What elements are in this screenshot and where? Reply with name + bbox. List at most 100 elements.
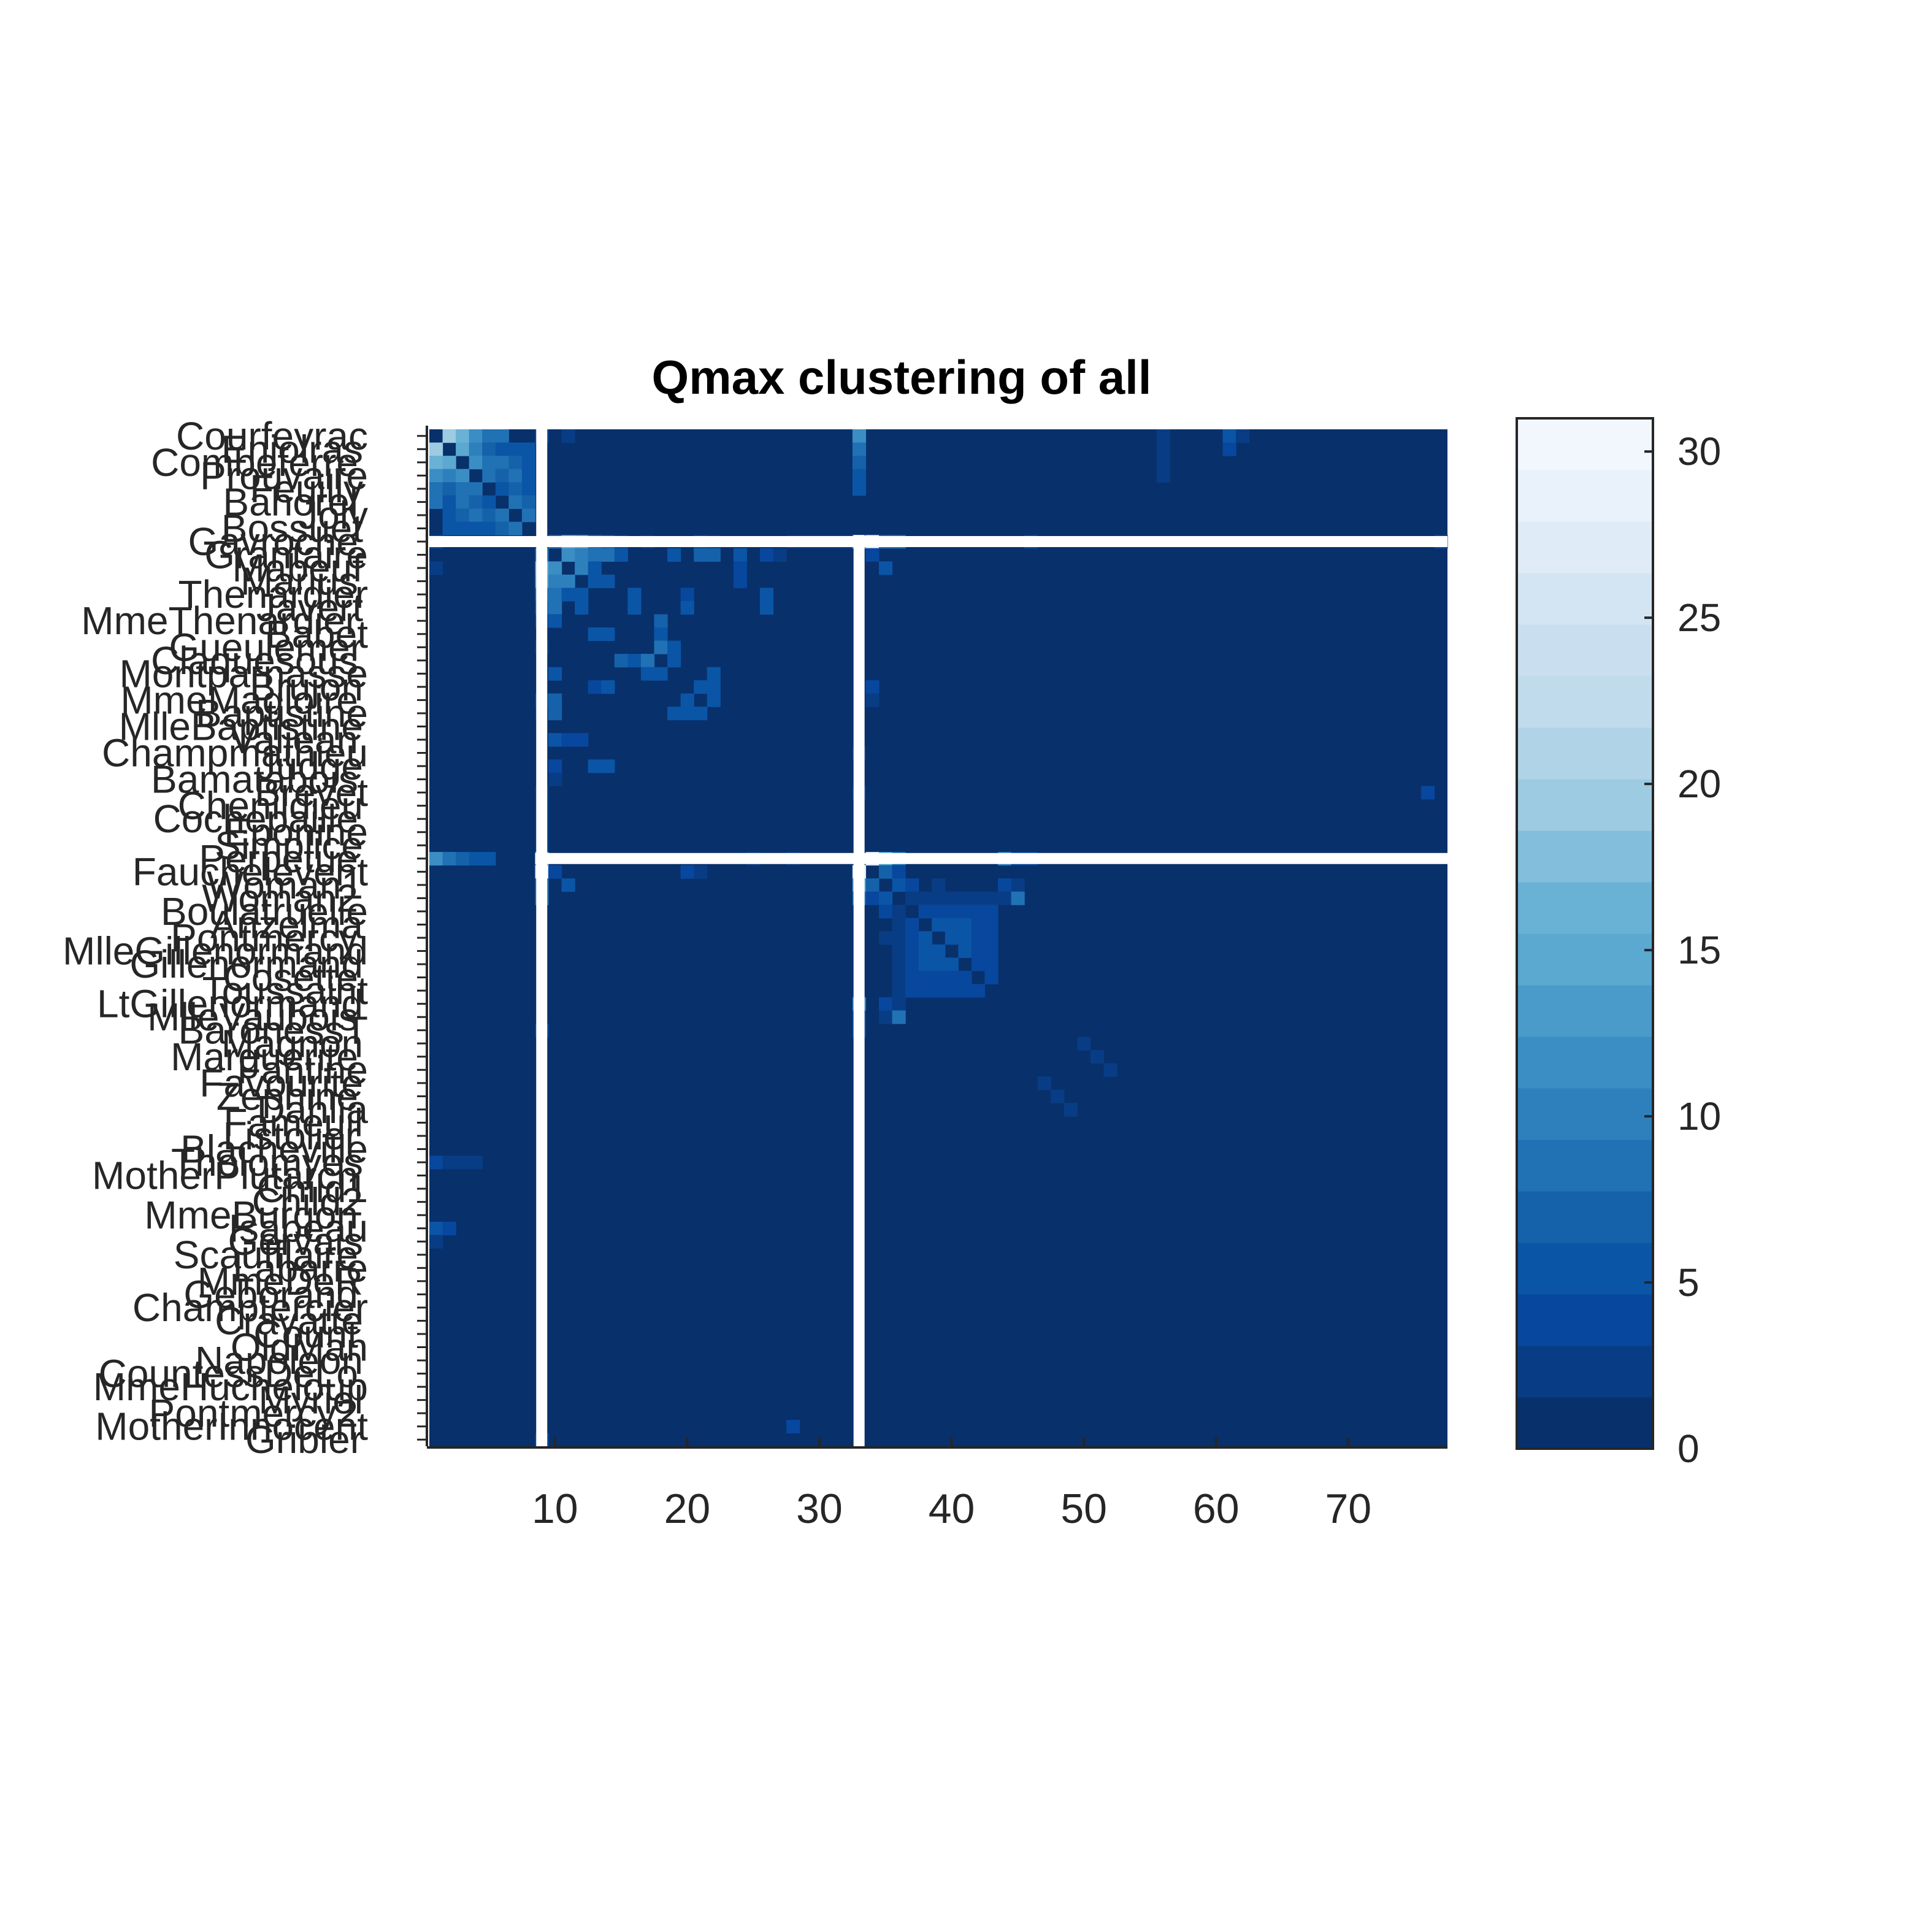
heatmap-cell <box>561 588 575 602</box>
y-tick-label: Zephine <box>217 1074 358 1118</box>
y-tick-label: Marguerite <box>171 1035 358 1079</box>
y-tick-label: Napoleon <box>195 1338 363 1382</box>
heatmap-cell <box>1236 429 1250 443</box>
heatmap-cell <box>654 640 668 654</box>
heatmap-cell <box>892 1010 906 1024</box>
y-tick-label: BaronessT <box>178 1008 368 1052</box>
heatmap-cell <box>667 707 681 721</box>
colorbar-segment <box>1517 1088 1653 1140</box>
heatmap-cell <box>508 495 523 509</box>
heatmap-cell <box>1011 878 1025 892</box>
heatmap-cell <box>588 561 602 575</box>
heatmap-cell <box>878 865 893 879</box>
x-tick-label: 50 <box>1060 1485 1107 1532</box>
heatmap-cell <box>508 456 523 470</box>
y-tick-label: Combeferre <box>151 440 358 485</box>
heatmap-cell <box>865 878 880 892</box>
y-tick-label: Fauchelevent <box>132 849 368 894</box>
heatmap-cell <box>561 429 575 443</box>
heatmap-cell <box>932 891 946 905</box>
heatmap-cell <box>588 759 602 773</box>
heatmap-cell <box>932 944 946 958</box>
heatmap-cell <box>878 1010 893 1024</box>
heatmap-cell <box>601 759 615 773</box>
heatmap-cell <box>958 905 972 919</box>
y-tick-label: MmeThenardier <box>81 599 358 643</box>
heatmap-cell <box>694 707 708 721</box>
colorbar-tick-label: 15 <box>1677 928 1721 972</box>
heatmap-cell <box>1222 442 1236 456</box>
y-tick-label: Thenardier <box>178 572 369 616</box>
x-axis: 10 20 30 40 50 60 70 <box>427 1438 1447 1532</box>
heatmap-cell <box>548 574 562 588</box>
y-tick-label: Myriel <box>258 1378 363 1422</box>
heatmap-cell <box>945 905 959 919</box>
heatmap-cell <box>442 469 456 483</box>
colorbar: 0 5 10 15 20 25 30 <box>1516 417 1721 1471</box>
heatmap-cell <box>429 456 443 470</box>
heatmap-cell <box>905 931 919 945</box>
heatmap-cell <box>601 574 615 588</box>
y-tick-label: Gavroche <box>188 519 358 564</box>
y-axis: CourfeyracEnjolrasCombeferreProuvaireFeu… <box>63 414 428 1462</box>
heatmap-cell <box>548 733 562 747</box>
heatmap-cell <box>932 984 946 998</box>
heatmap-cell <box>733 561 747 575</box>
colorbar-segment <box>1517 418 1653 470</box>
y-tick-label: Champtercier <box>132 1286 368 1330</box>
heatmap-cell <box>773 548 787 562</box>
x-tick-label: 20 <box>664 1485 711 1532</box>
heatmap-cell <box>680 865 694 879</box>
heatmap-cell <box>561 878 575 892</box>
heatmap-cell <box>456 429 470 443</box>
heatmap-cell <box>905 918 919 932</box>
heatmap-cell <box>945 984 959 998</box>
y-tick-label: MmeDeR <box>197 1259 363 1303</box>
y-tick-label: Montparnasse <box>119 651 368 696</box>
y-tick-label: Listolier <box>223 1114 358 1158</box>
heatmap-cell <box>601 680 615 694</box>
heatmap-cell <box>482 456 496 470</box>
heatmap-cell <box>548 865 562 879</box>
heatmap-cell <box>495 508 509 523</box>
heatmap-cell <box>1011 891 1025 905</box>
y-tick-label: Favourite <box>199 1061 363 1105</box>
heatmap-cell <box>521 442 536 456</box>
y-tick-label: Geborand <box>183 1272 358 1316</box>
y-tick-label: Judge <box>256 744 363 788</box>
x-tick-label: 70 <box>1325 1485 1371 1532</box>
colorbar-segment <box>1517 1346 1653 1398</box>
heatmap-cell <box>694 865 708 879</box>
y-tick-label: Valjean <box>230 718 358 762</box>
heatmap-cell <box>561 574 575 588</box>
heatmap-cell <box>548 707 562 721</box>
heatmap-cell <box>654 667 668 681</box>
colorbar-segment <box>1517 1294 1653 1346</box>
x-tick-label: 30 <box>796 1485 843 1532</box>
heatmap-cell <box>469 456 483 470</box>
heatmap-cell <box>482 442 496 456</box>
heatmap-cell <box>865 548 880 562</box>
heatmap-cell <box>1051 1089 1065 1103</box>
heatmap-cell <box>429 482 443 496</box>
heatmap-cell <box>469 508 483 523</box>
heatmap-cell <box>892 997 906 1011</box>
heatmap-cell <box>442 429 456 443</box>
heatmap-cell <box>521 456 536 470</box>
y-tick-label: MmeBurgon <box>144 1193 358 1237</box>
heatmap-cell <box>865 891 880 905</box>
heatmap-cell <box>429 469 443 483</box>
y-tick-label: MlleGillenormand <box>63 929 368 973</box>
y-tick-label: Toussaint <box>202 968 369 1013</box>
cluster-block-separators <box>429 429 1447 1446</box>
heatmap-cell <box>984 905 999 919</box>
heatmap-cell <box>548 561 562 575</box>
heatmap-cell <box>495 469 509 483</box>
heatmap-cell <box>429 561 443 575</box>
heatmap-cell <box>707 548 721 562</box>
heatmap-cell <box>429 1221 443 1236</box>
colorbar-segment <box>1517 1191 1653 1243</box>
colorbar-frame <box>1516 417 1654 1450</box>
heatmap-cell <box>667 548 681 562</box>
heatmap-cell <box>984 944 999 958</box>
